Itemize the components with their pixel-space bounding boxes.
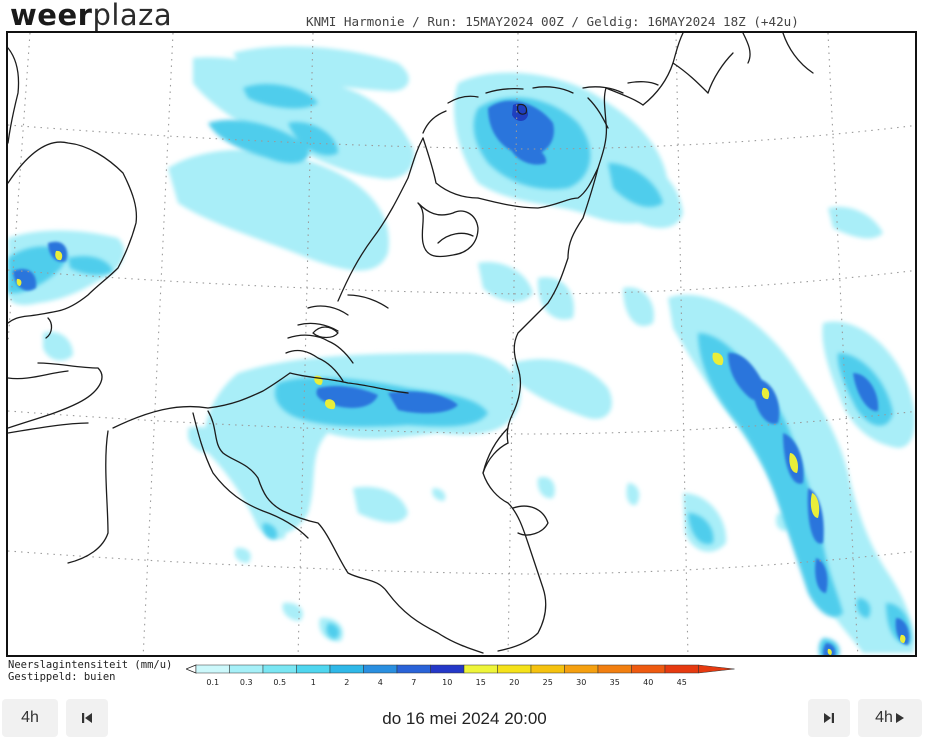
weerplaza-logo: weerplaza <box>10 0 172 32</box>
legend-swatch <box>664 664 699 674</box>
valid-time-display: do 16 mei 2024 20:00 <box>382 709 547 728</box>
legend-arrow-left <box>186 664 197 674</box>
legend-label: 25 <box>543 678 553 687</box>
legend-swatch <box>430 664 465 674</box>
legend-swatch <box>363 664 398 674</box>
legend-label: 0.3 <box>240 678 253 687</box>
legend-swatch <box>463 664 498 674</box>
graticule <box>8 33 915 655</box>
legend-swatch <box>564 664 599 674</box>
legend-label: 15 <box>476 678 486 687</box>
legend-swatch <box>631 664 666 674</box>
legend-swatch <box>329 664 364 674</box>
time-navigation: 4h do 16 mei 2024 20:00 4h <box>0 696 929 742</box>
skip-next-icon <box>824 713 834 723</box>
play-arrow-icon <box>895 713 904 723</box>
precipitation-peak-cells <box>16 103 906 655</box>
precipitation-legend: 0.1 0.3 0.5 1 2 4 7 10 15 20 25 30 35 40 45 <box>186 664 735 687</box>
map-canvas <box>8 33 915 655</box>
legend-swatch <box>262 664 297 674</box>
legend-swatch <box>396 664 431 674</box>
previous-frame-button[interactable] <box>66 699 108 737</box>
legend-label: 40 <box>643 678 653 687</box>
step-forward-label: 4h <box>875 709 893 726</box>
legend-title: Neerslagintensiteit (mm/u) Gestippeld: b… <box>8 659 172 683</box>
legend-swatch <box>497 664 532 674</box>
legend-label: 0.5 <box>273 678 286 687</box>
logo-text-plaza: plaza <box>92 0 173 32</box>
legend-label: 7 <box>411 678 416 687</box>
legend-label: 30 <box>576 678 586 687</box>
legend-swatch <box>195 664 230 674</box>
legend-swatch <box>530 664 565 674</box>
legend-label: 4 <box>378 678 383 687</box>
legend-label: 20 <box>509 678 519 687</box>
legend-label: 0.1 <box>206 678 219 687</box>
legend-labels: 0.1 0.3 0.5 1 2 4 7 10 15 20 25 30 35 40 45 <box>206 678 686 687</box>
legend-label: 35 <box>610 678 620 687</box>
step-back-button[interactable]: 4h <box>2 699 58 737</box>
legend-swatch <box>229 664 264 674</box>
legend-swatches <box>186 664 735 674</box>
logo-text-weer: weer <box>10 0 93 32</box>
legend-label: 1 <box>311 678 316 687</box>
skip-previous-icon <box>82 713 92 723</box>
step-back-label: 4h <box>21 709 39 726</box>
legend-title-line1: Neerslagintensiteit (mm/u) <box>8 659 173 671</box>
step-forward-button[interactable]: 4h <box>858 699 922 737</box>
precipitation-light <box>8 46 915 653</box>
legend-arrow-right <box>698 664 735 674</box>
next-frame-button[interactable] <box>808 699 850 737</box>
legend-swatch <box>296 664 331 674</box>
precipitation-map <box>6 31 917 657</box>
legend-swatch <box>597 664 632 674</box>
legend-label: 2 <box>344 678 349 687</box>
coastlines-borders <box>8 33 814 654</box>
legend-title-line2: Gestippeld: buien <box>8 671 116 683</box>
legend-label: 45 <box>677 678 687 687</box>
model-run-info: KNMI Harmonie / Run: 15MAY2024 00Z / Gel… <box>306 14 799 29</box>
legend-label: 10 <box>442 678 452 687</box>
lake-outline <box>517 103 528 115</box>
